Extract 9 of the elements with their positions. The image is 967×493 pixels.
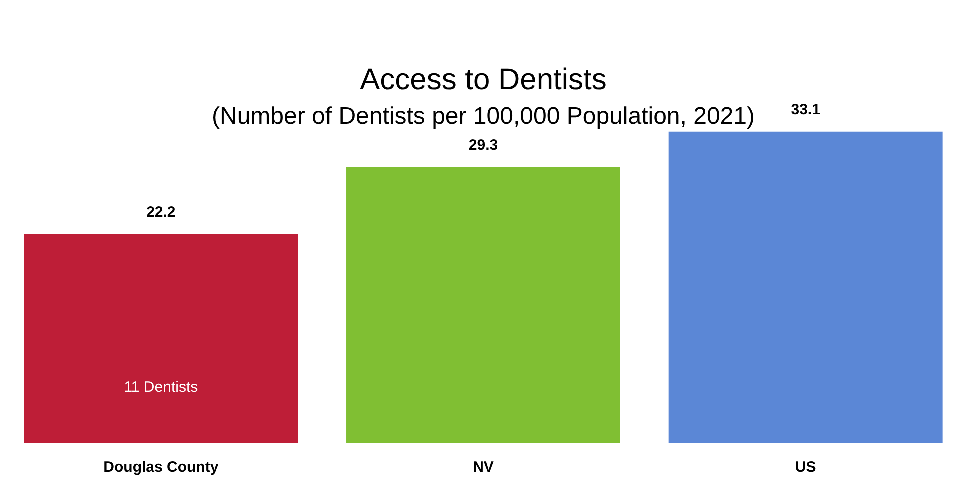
data-label: 29.3 xyxy=(468,137,498,154)
chart-subtitle: (Number of Dentists per 100,000 Population, 2021) xyxy=(212,103,755,130)
x-tick-label: Douglas County xyxy=(104,459,220,476)
chart-title: Access to Dentists xyxy=(360,63,607,96)
data-label: 33.1 xyxy=(791,101,820,118)
x-tick-label: NV xyxy=(473,459,494,476)
annotation: 11 Dentists xyxy=(124,379,198,396)
data-label: 22.2 xyxy=(146,204,176,221)
x-tick-label: US xyxy=(795,459,816,476)
